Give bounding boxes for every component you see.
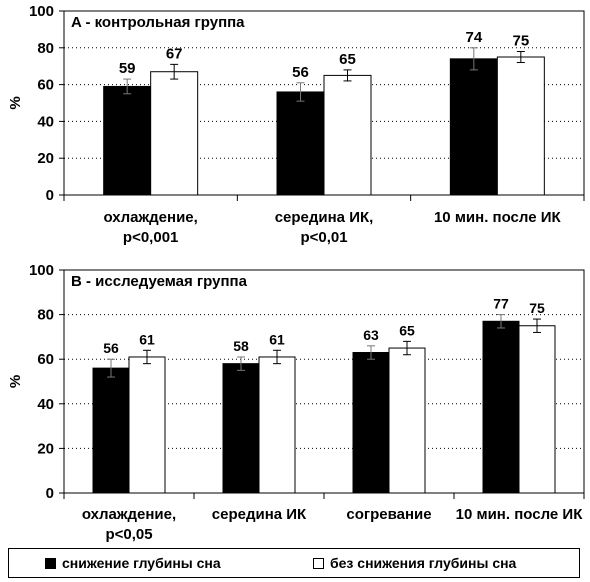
y-tick-label: 0 — [46, 187, 54, 204]
bar-white — [258, 356, 296, 494]
bar-black — [482, 320, 520, 494]
legend-item-black: снижение глубины сна — [45, 555, 221, 571]
x-category-label: середина ИК — [212, 506, 307, 523]
data-label: 75 — [512, 32, 529, 49]
data-label: 65 — [339, 51, 356, 68]
bar-white — [518, 325, 556, 494]
bar-white — [128, 356, 166, 494]
bar-black — [92, 367, 130, 494]
y-tick-label: 40 — [37, 396, 54, 413]
bar-white — [323, 74, 372, 196]
y-tick-label: 100 — [29, 3, 54, 20]
y-tick-label: 20 — [37, 150, 54, 167]
bar-white — [496, 56, 545, 196]
chart-panel-a: 0 20 40 60 80 100% A - контрольная группа охлаж… — [7, 3, 585, 246]
y-tick-label: 20 — [37, 440, 54, 457]
x-category-label: p<0,05 — [105, 526, 152, 543]
y-tick-label: 80 — [37, 307, 54, 324]
data-label: 61 — [269, 331, 285, 347]
y-tick-label: 80 — [37, 40, 54, 57]
bar-black — [222, 363, 260, 494]
legend: снижение глубины сна без снижения глубин… — [8, 548, 580, 578]
data-label: 58 — [233, 338, 249, 354]
legend-swatch-white — [313, 557, 324, 569]
data-label: 75 — [529, 300, 545, 316]
legend-label-white: без снижения глубины сна — [330, 555, 517, 571]
chart-title: B - исследуемая группа — [71, 273, 248, 290]
x-category-label: 10 мин. после ИК — [456, 506, 584, 523]
y-tick-label: 0 — [46, 485, 54, 502]
x-category-label: p<0,001 — [123, 229, 178, 246]
bar-white — [388, 347, 426, 494]
data-label: 74 — [465, 29, 482, 46]
data-label: 56 — [103, 340, 119, 356]
data-label: 63 — [363, 327, 379, 343]
x-category-label: охлаждение, — [82, 506, 176, 523]
x-category-label: p<0,01 — [300, 229, 347, 246]
y-tick-label: 60 — [37, 351, 54, 368]
x-category-label: согревание — [346, 506, 431, 523]
y-axis-label: % — [7, 96, 24, 109]
x-category-label: середина ИК, — [275, 209, 374, 226]
data-label: 56 — [292, 64, 309, 81]
x-category-label: охлаждение, — [104, 209, 198, 226]
chart-panel-b: 0 20 40 60 80 100% B - исследуемая группа охлаж… — [7, 262, 585, 543]
data-label: 67 — [166, 45, 183, 62]
chart-title: A - контрольная группа — [71, 14, 245, 31]
legend-label-black: снижение глубины сна — [62, 555, 221, 571]
bar-black — [352, 352, 390, 494]
data-label: 59 — [119, 60, 136, 77]
legend-swatch-black — [45, 557, 56, 569]
y-tick-label: 40 — [37, 113, 54, 130]
data-label: 77 — [493, 296, 509, 312]
y-axis-label: % — [7, 375, 24, 388]
y-tick-label: 100 — [29, 262, 54, 279]
data-label: 61 — [139, 331, 155, 347]
bar-white — [150, 71, 199, 196]
bar-black — [276, 91, 325, 196]
bar-black — [449, 58, 498, 196]
y-tick-label: 60 — [37, 77, 54, 94]
x-category-label: 10 мин. после ИК — [434, 209, 562, 226]
legend-item-white: без снижения глубины сна — [313, 555, 516, 571]
bar-black — [103, 85, 152, 196]
data-label: 65 — [399, 322, 415, 338]
